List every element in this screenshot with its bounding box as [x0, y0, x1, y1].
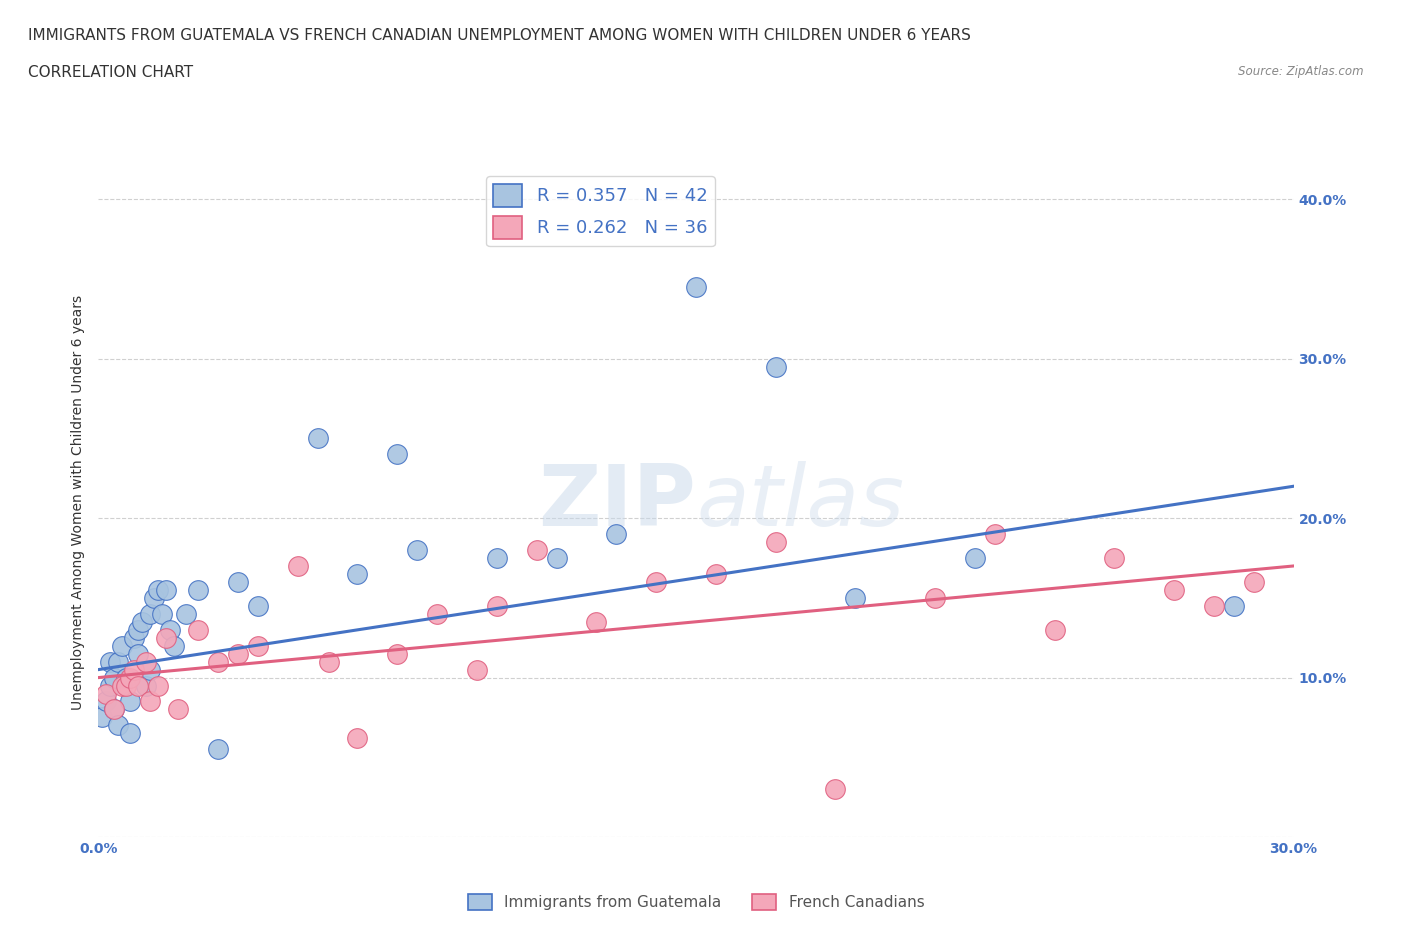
Point	[100, 678, 122, 693]
Point	[246, 638, 269, 653]
Point	[246, 598, 269, 613]
Point	[226, 646, 249, 661]
Point	[96, 694, 118, 709]
Text: CORRELATION CHART: CORRELATION CHART	[28, 65, 193, 80]
Point	[924, 591, 946, 605]
Point	[526, 542, 548, 557]
Point	[1043, 622, 1066, 637]
Point	[1202, 598, 1225, 613]
Text: atlas: atlas	[696, 460, 904, 544]
Point	[226, 575, 249, 590]
Point	[287, 559, 309, 574]
Point	[131, 615, 153, 630]
Point	[645, 575, 668, 590]
Point	[163, 638, 186, 653]
Point	[346, 731, 368, 746]
Point	[135, 678, 157, 693]
Point	[605, 526, 627, 541]
Point	[1102, 551, 1125, 565]
Point	[127, 678, 149, 693]
Point	[1163, 582, 1185, 597]
Point	[139, 662, 162, 677]
Point	[187, 582, 209, 597]
Point	[485, 551, 508, 565]
Point	[111, 678, 134, 693]
Point	[346, 566, 368, 581]
Y-axis label: Unemployment Among Women with Children Under 6 years: Unemployment Among Women with Children U…	[72, 295, 86, 710]
Point	[155, 631, 177, 645]
Point	[159, 622, 181, 637]
Point	[485, 598, 508, 613]
Point	[1243, 575, 1265, 590]
Point	[207, 742, 229, 757]
Point	[120, 726, 142, 741]
Point	[124, 662, 146, 677]
Point	[765, 359, 787, 374]
Point	[307, 431, 329, 445]
Text: IMMIGRANTS FROM GUATEMALA VS FRENCH CANADIAN UNEMPLOYMENT AMONG WOMEN WITH CHILD: IMMIGRANTS FROM GUATEMALA VS FRENCH CANA…	[28, 28, 972, 43]
Point	[426, 606, 449, 621]
Point	[385, 646, 409, 661]
Point	[127, 622, 149, 637]
Point	[103, 702, 125, 717]
Point	[207, 654, 229, 669]
Point	[148, 678, 170, 693]
Point	[124, 631, 146, 645]
Point	[120, 694, 142, 709]
Point	[111, 638, 134, 653]
Point	[103, 671, 125, 685]
Point	[139, 694, 162, 709]
Point	[148, 582, 170, 597]
Point	[704, 566, 727, 581]
Point	[406, 542, 429, 557]
Point	[167, 702, 190, 717]
Point	[155, 582, 177, 597]
Point	[984, 526, 1007, 541]
Point	[318, 654, 340, 669]
Point	[187, 622, 209, 637]
Text: ZIP: ZIP	[538, 460, 696, 544]
Point	[115, 671, 138, 685]
Point	[765, 535, 787, 550]
Text: Source: ZipAtlas.com: Source: ZipAtlas.com	[1239, 65, 1364, 78]
Point	[1222, 598, 1246, 613]
Point	[385, 447, 409, 462]
Point	[100, 654, 122, 669]
Point	[585, 615, 607, 630]
Point	[107, 654, 129, 669]
Point	[115, 678, 138, 693]
Point	[96, 686, 118, 701]
Point	[546, 551, 568, 565]
Point	[135, 654, 157, 669]
Point	[139, 606, 162, 621]
Point	[127, 646, 149, 661]
Point	[107, 718, 129, 733]
Point	[465, 662, 488, 677]
Point	[150, 606, 173, 621]
Point	[143, 591, 166, 605]
Point	[174, 606, 197, 621]
Point	[824, 782, 846, 797]
Point	[963, 551, 986, 565]
Point	[844, 591, 866, 605]
Legend: Immigrants from Guatemala, French Canadians: Immigrants from Guatemala, French Canadi…	[461, 888, 931, 916]
Point	[103, 702, 125, 717]
Point	[685, 280, 707, 295]
Point	[120, 671, 142, 685]
Point	[91, 710, 114, 724]
